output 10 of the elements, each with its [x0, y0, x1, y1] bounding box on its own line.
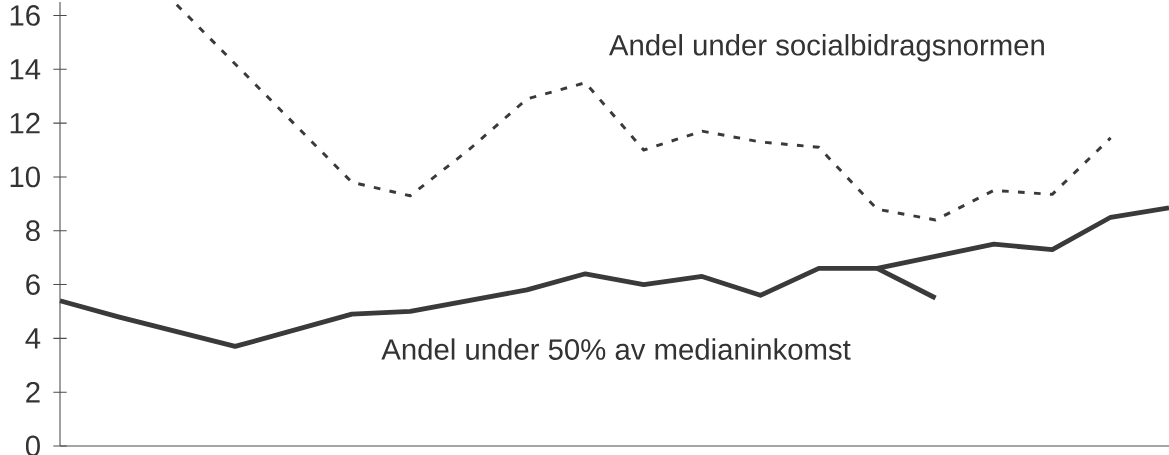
- y-tick-label: 2: [26, 381, 40, 403]
- y-tick-label: 12: [10, 112, 40, 134]
- series-label: Andel under socialbidragsnormen: [609, 34, 1044, 62]
- series-label: Andel under 50% av medianinkomst: [381, 338, 851, 360]
- y-tick-label: 4: [25, 328, 41, 349]
- y-tick-label: 14: [10, 59, 41, 80]
- y-tick-label: 16: [10, 5, 40, 26]
- y-tick-label: 6: [26, 274, 40, 295]
- y-tick-label: 8: [26, 220, 40, 242]
- y-tick-label: 10: [10, 166, 40, 188]
